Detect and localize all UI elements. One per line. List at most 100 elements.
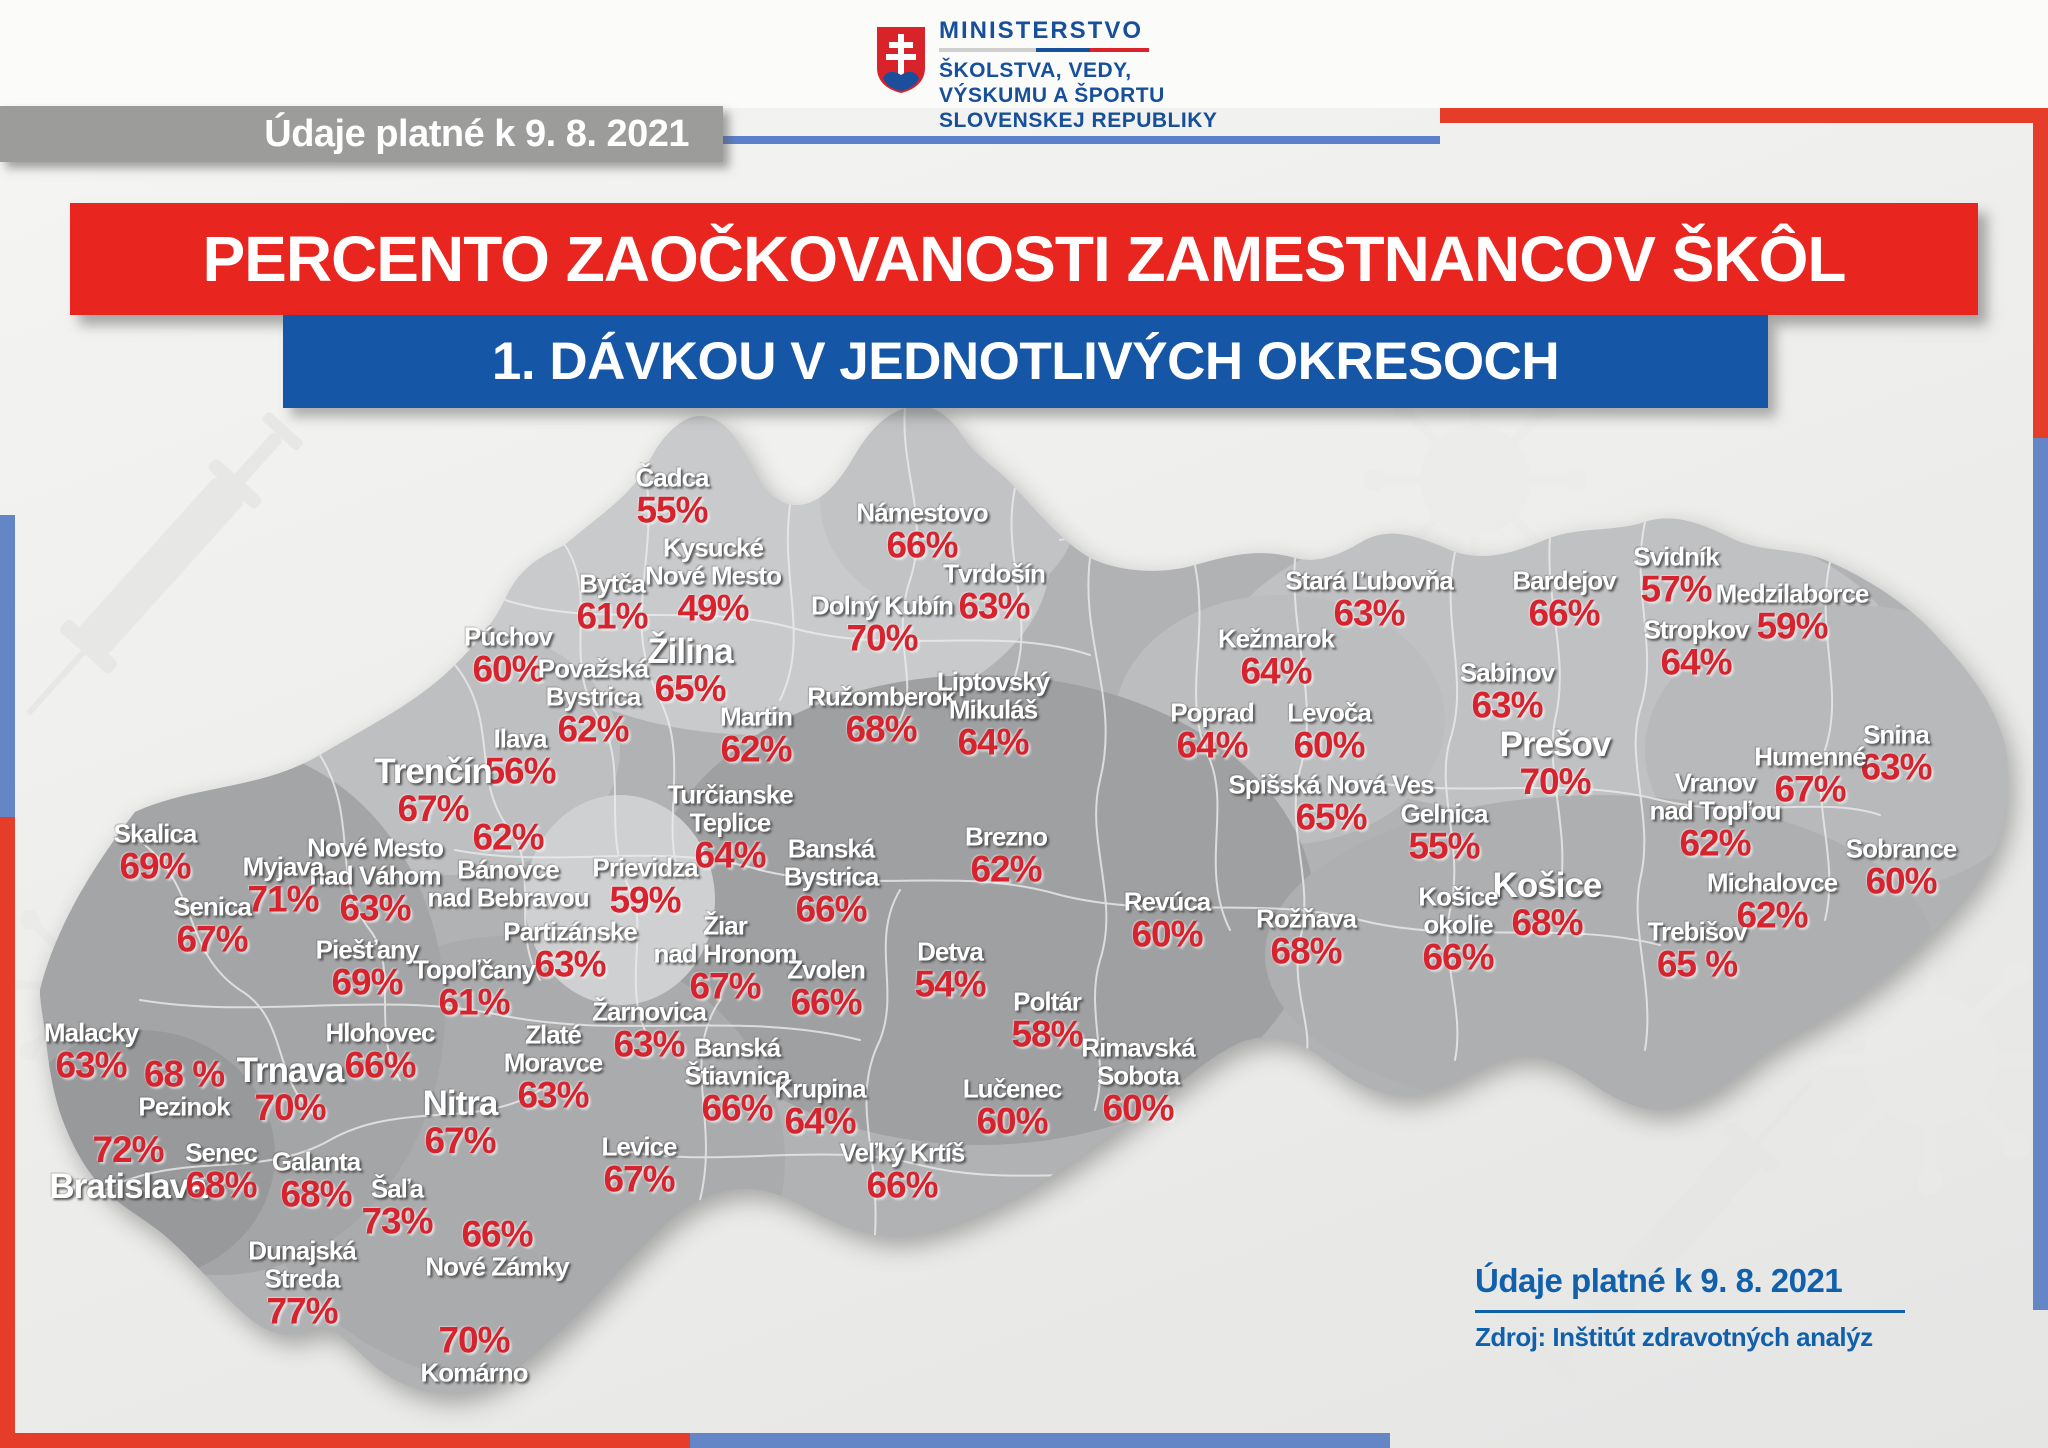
district-label: Levice 67% [602,1133,678,1198]
district-percent: 70% [254,1087,326,1128]
frame-stripe-top-right-red [1440,108,2048,123]
district-name: Nové Zámky [425,1251,569,1282]
subtitle: 1. DÁVKOU V JEDNOTLIVÝCH OKRESOCH [491,332,1560,391]
district-label: Stropkov 64% [1644,616,1750,683]
district-name: Bánovce nad Bebravou [427,854,589,913]
district-name: Poprad [1170,697,1255,728]
district-label: 72% Bratislava [49,1131,207,1206]
district-label: Žarnovica 63% [592,998,707,1065]
district-label: 66% Nové Zámky [425,1213,569,1282]
district-label: Krupina 64% [774,1073,866,1140]
district-name: Žiar nad Hronom [653,910,797,969]
district-percent: 66% [461,1213,533,1255]
district-percent: 49% [677,587,749,629]
district-name: Topoľčany [413,954,536,985]
district-label: Rožňava 68% [1256,905,1357,970]
date-badge: Údaje platné k 9. 8. 2021 [0,106,723,162]
ministry-line3: VÝSKUMU A ŠPORTU [939,84,1165,107]
district-name: Humenné [1754,741,1866,772]
district-percent: 66% [1422,936,1494,978]
district-name: Šaľa [370,1173,424,1204]
district-percent: 68% [280,1173,352,1215]
district-percent: 63% [339,887,411,929]
frame-stripe-right-red [2033,108,2048,438]
district-percent: 67% [176,918,248,960]
district-percent: 69% [119,845,191,887]
district-label: 70% Komárno [420,1322,528,1388]
district-percent: 63% [1471,684,1543,726]
district-percent: 66% [886,524,958,566]
district-percent: 58% [1011,1013,1083,1055]
decorative-blue-line [716,136,1440,144]
district-name: Považská Bystrica [537,653,650,712]
district-label: Partizánske 63% [503,918,638,983]
district-label: Topoľčany 61% [413,954,536,1021]
district-name: Piešťany [315,934,420,965]
district-label: Sobrance 60% [1846,835,1957,900]
district-label: Rimavská Sobota 60% [1081,1034,1195,1127]
district-percent: 66% [344,1044,416,1086]
district-label: Dolný Kubín 70% [811,592,954,659]
district-percent: 62% [1736,894,1808,936]
district-label: Žiar nad Hronom 67% [653,910,797,1005]
district-label: Vranov nad Topľou 62% [1650,769,1782,862]
district-label: Bytča 61% [576,568,648,635]
district-name: Bratislava [49,1167,207,1206]
district-name: Krupina [774,1073,866,1104]
district-name: Tvrdošín [943,558,1046,589]
district-label: Piešťany 69% [315,934,420,1001]
district-percent: 54% [914,963,986,1005]
district-label: Turčianske Teplice 64% [667,781,793,876]
tricolor-divider [939,48,1149,52]
district-percent: 63% [55,1044,127,1086]
district-name: Banská Bystrica [783,833,880,892]
district-percent: 64% [694,834,766,876]
main-title: PERCENTO ZAOČKOVANOSTI ZAMESTNANCOV ŠKÔL [202,223,1846,295]
district-name: Revúca [1123,886,1211,917]
district-name: Sobrance [1845,833,1957,864]
district-label: Banská Bystrica 66% [783,833,880,928]
district-name: Senec [185,1137,258,1168]
district-label: Spišská Nová Ves 65% [1228,771,1434,836]
district-name: Dunajská Streda [248,1235,357,1294]
district-name: Komárno [420,1357,528,1388]
district-name: Galanta [271,1146,361,1177]
district-label: Púchov 60% [464,623,553,688]
district-name: Trebišov [1647,916,1748,947]
district-percent: 63% [613,1023,685,1065]
district-name: Ružomberok [807,681,955,712]
district-percent: 70% [846,617,918,659]
district-percent: 55% [1408,825,1480,867]
district-name: Gelnica [1400,798,1489,829]
district-label: Martin 62% [720,703,793,768]
district-label: Čadca 55% [635,464,709,529]
district-name: Banská Štiavnica [684,1032,790,1091]
district-name: Veľký Krtíš [839,1137,966,1168]
district-name: Prievidza [592,852,698,883]
district-label: Levoča 60% [1287,699,1372,764]
district-name: Bytča [579,568,646,599]
district-name: Stará Ľubovňa [1285,565,1454,596]
district-label: Považská Bystrica 62% [537,653,650,748]
district-name: Námestovo [856,497,988,528]
district-percent: 60% [1865,860,1937,902]
district-name: Brezno [964,821,1048,852]
district-percent: 63% [517,1074,589,1116]
district-label: Trenčín 67% [374,753,492,827]
district-percent: 59% [609,879,681,921]
district-percent: 56% [484,750,556,792]
district-percent: 68% [845,708,917,750]
district-label: Poprad 64% [1170,697,1255,764]
footer-divider [1475,1310,1905,1313]
district-label: Nové Mesto nad Váhom 63% [307,834,444,929]
district-percent: 77% [266,1290,338,1332]
district-name: Malacky [43,1017,139,1048]
district-percent: 70% [1519,761,1591,802]
district-label: Kysucké Nové Mesto 49% [645,534,782,629]
district-name: Bardejov [1512,565,1616,596]
district-percent: 64% [1660,641,1732,683]
district-name: Košice [1492,866,1603,905]
district-percent: 63% [1860,746,1932,788]
